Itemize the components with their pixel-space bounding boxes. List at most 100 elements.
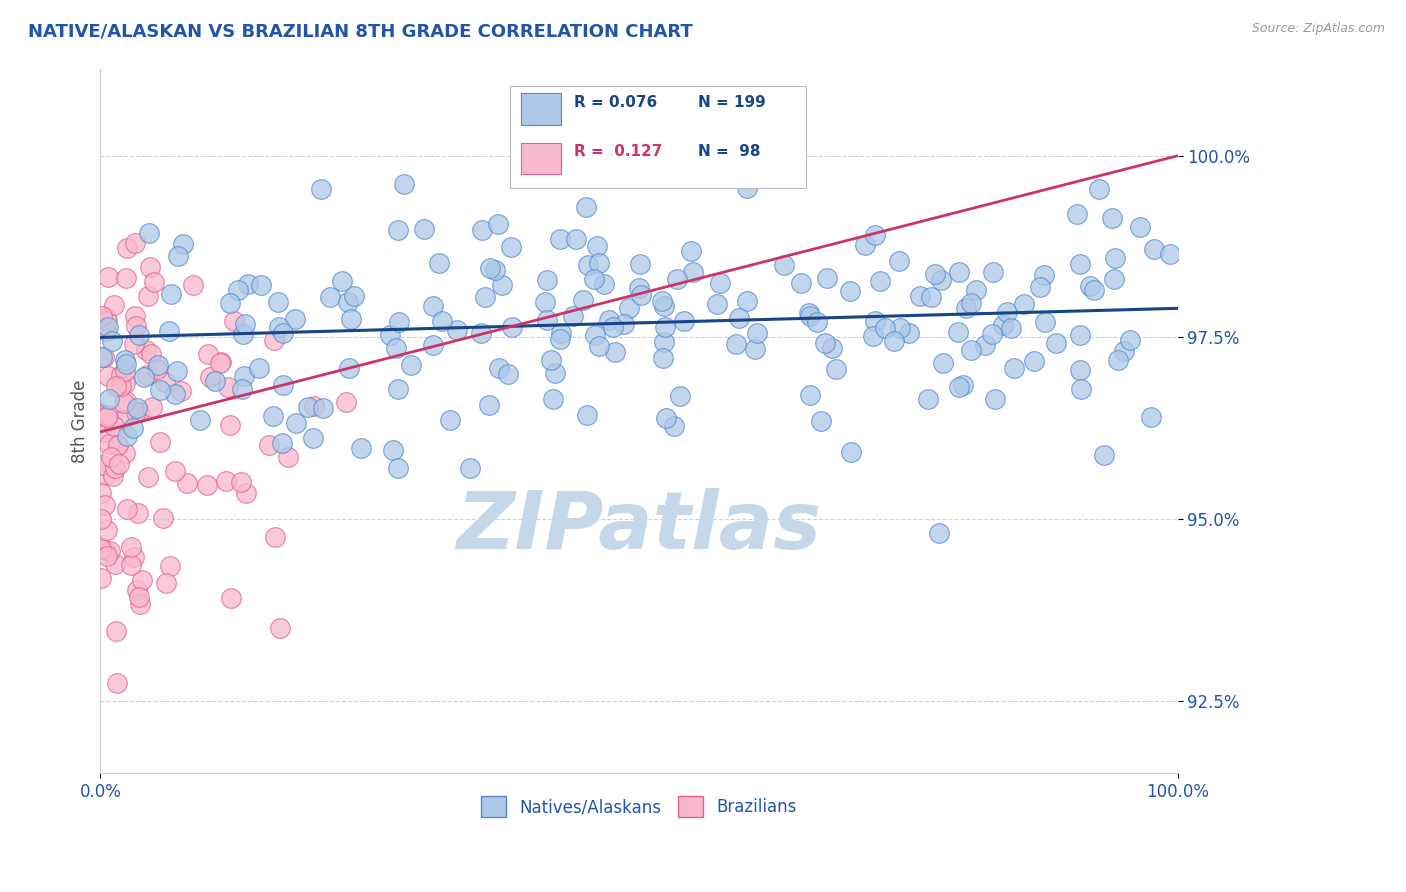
Point bbox=[709, 276, 731, 290]
Point bbox=[814, 335, 837, 350]
Point bbox=[540, 353, 562, 368]
Point bbox=[1129, 219, 1152, 234]
Bar bbox=[510, 87, 806, 188]
Point bbox=[727, 310, 749, 325]
Point bbox=[267, 319, 290, 334]
Point bbox=[1069, 327, 1091, 342]
Point bbox=[135, 343, 157, 357]
Point bbox=[628, 257, 651, 271]
Point bbox=[124, 235, 146, 250]
Point bbox=[392, 177, 415, 191]
Point bbox=[706, 297, 728, 311]
Point bbox=[343, 289, 366, 303]
Point bbox=[96, 549, 118, 563]
Point bbox=[146, 358, 169, 372]
Point bbox=[115, 358, 138, 372]
Point bbox=[124, 550, 146, 565]
Point bbox=[120, 558, 142, 572]
Point bbox=[897, 326, 920, 340]
Point bbox=[682, 265, 704, 279]
Point bbox=[920, 290, 942, 304]
Text: R = 0.076: R = 0.076 bbox=[575, 95, 658, 110]
Point bbox=[297, 401, 319, 415]
Point bbox=[139, 347, 162, 361]
Point bbox=[112, 396, 135, 410]
Point bbox=[810, 414, 832, 428]
Point bbox=[98, 436, 121, 450]
Point bbox=[219, 295, 242, 310]
Point bbox=[204, 374, 226, 388]
Point bbox=[534, 294, 557, 309]
Point bbox=[501, 319, 523, 334]
Point bbox=[1000, 320, 1022, 334]
Point bbox=[598, 313, 620, 327]
Point bbox=[277, 450, 299, 464]
Point bbox=[471, 223, 494, 237]
Point bbox=[94, 467, 117, 482]
Point bbox=[337, 360, 360, 375]
Point bbox=[155, 575, 177, 590]
Point bbox=[127, 582, 149, 597]
Point bbox=[101, 469, 124, 483]
Point bbox=[984, 392, 1007, 407]
Point bbox=[262, 409, 284, 423]
Point bbox=[167, 249, 190, 263]
Point bbox=[387, 223, 409, 237]
Point bbox=[959, 343, 981, 358]
Point bbox=[541, 392, 564, 406]
Point bbox=[128, 328, 150, 343]
Point bbox=[583, 328, 606, 343]
Point bbox=[745, 326, 768, 341]
Point bbox=[96, 523, 118, 537]
Point bbox=[427, 256, 450, 270]
Point bbox=[725, 337, 748, 351]
Point bbox=[122, 421, 145, 435]
Point bbox=[166, 364, 188, 378]
Point bbox=[548, 232, 571, 246]
Point bbox=[499, 240, 522, 254]
Point bbox=[94, 310, 117, 325]
Point bbox=[478, 261, 501, 276]
Point bbox=[181, 278, 204, 293]
Point bbox=[1108, 353, 1130, 368]
Point bbox=[1143, 242, 1166, 256]
Point bbox=[96, 410, 118, 425]
Point bbox=[93, 498, 115, 512]
Point bbox=[104, 379, 127, 393]
Point bbox=[198, 369, 221, 384]
Point bbox=[335, 395, 357, 409]
Point bbox=[195, 478, 218, 492]
Point bbox=[561, 310, 583, 324]
Text: ZIPatlas: ZIPatlas bbox=[457, 488, 821, 566]
Point bbox=[1140, 409, 1163, 424]
Point bbox=[1070, 382, 1092, 396]
Point bbox=[1112, 344, 1135, 359]
Point bbox=[1066, 207, 1088, 221]
Point bbox=[90, 309, 112, 323]
Point bbox=[491, 278, 513, 293]
Point bbox=[422, 338, 444, 352]
Point bbox=[224, 313, 246, 327]
Point bbox=[232, 327, 254, 342]
Text: R =  0.127: R = 0.127 bbox=[575, 144, 662, 159]
Point bbox=[583, 272, 606, 286]
Point bbox=[105, 624, 128, 638]
Point bbox=[585, 239, 607, 253]
Point bbox=[1032, 268, 1054, 282]
Point bbox=[799, 388, 821, 402]
Point bbox=[588, 256, 610, 270]
Point bbox=[1045, 335, 1067, 350]
Point bbox=[1104, 252, 1126, 266]
Point bbox=[257, 438, 280, 452]
Point bbox=[97, 320, 120, 334]
Point bbox=[124, 310, 146, 324]
Point bbox=[163, 386, 186, 401]
Point bbox=[128, 590, 150, 604]
Point bbox=[115, 428, 138, 442]
Point bbox=[90, 458, 112, 472]
Point bbox=[129, 597, 152, 611]
Point bbox=[108, 457, 131, 471]
Point bbox=[103, 297, 125, 311]
Point bbox=[104, 558, 127, 572]
Point bbox=[737, 293, 759, 308]
